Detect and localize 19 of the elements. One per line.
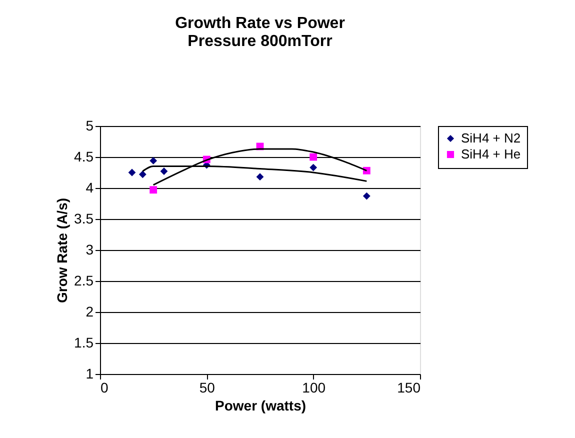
x-tick-label: 50 xyxy=(199,380,216,396)
y-tick-label: 4 xyxy=(86,180,94,196)
y-axis-title: Grow Rate (A/s) xyxy=(54,198,70,304)
y-tick-label: 4.5 xyxy=(74,148,94,164)
y-tick-label: 2 xyxy=(86,304,94,320)
text: Growth Rate vs Power xyxy=(175,15,345,32)
y-tick-label: 5 xyxy=(86,118,94,134)
legend-label: SiH4 + He xyxy=(461,146,521,162)
x-axis-title: Power (watts) xyxy=(214,398,306,414)
x-tick-label: 0 xyxy=(100,380,108,396)
y-tick-label: 1.5 xyxy=(74,334,94,350)
text: Pressure 800mTorr xyxy=(188,33,332,50)
y-tick-label: 2.5 xyxy=(74,272,94,288)
x-tick-label: 100 xyxy=(302,380,326,396)
y-tick-label: 1 xyxy=(86,366,94,382)
x-tick-label: 150 xyxy=(397,380,421,396)
y-tick-label: 3.5 xyxy=(74,210,94,226)
y-tick-label: 3 xyxy=(86,242,94,258)
legend-label: SiH4 + N2 xyxy=(461,130,521,146)
